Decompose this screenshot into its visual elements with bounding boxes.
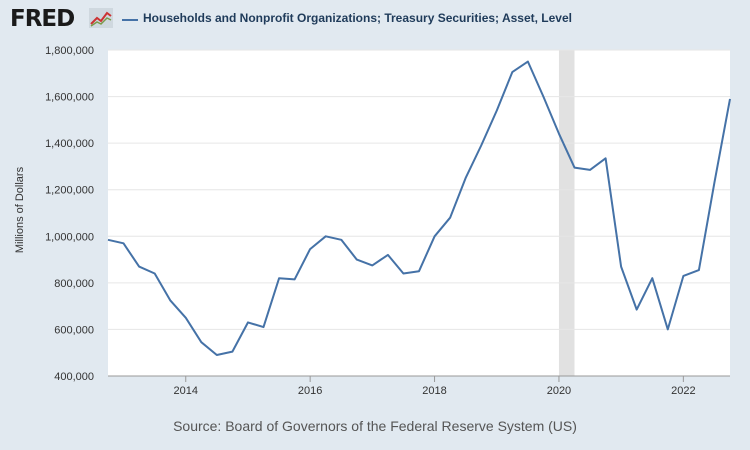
chart-header: FRED Households and Nonprofit Organizati… (0, 0, 750, 40)
line-chart-icon (89, 8, 113, 28)
x-tick-label: 2014 (174, 385, 198, 397)
legend-swatch (122, 19, 138, 21)
y-tick-label: 400,000 (54, 371, 94, 383)
series-line (107, 60, 731, 356)
recession-band (558, 50, 575, 376)
plot-area (108, 50, 730, 376)
y-tick-label: 600,000 (54, 324, 94, 336)
x-tick-label: 2022 (671, 385, 695, 397)
fred-logo[interactable]: FRED (10, 6, 75, 32)
y-tick-label: 1,200,000 (45, 185, 94, 197)
x-tick-label: 2016 (298, 385, 322, 397)
y-tick-label: 800,000 (54, 278, 94, 290)
y-tick-label: 1,000,000 (45, 231, 94, 243)
source-note: Source: Board of Governors of the Federa… (173, 418, 577, 434)
y-tick-label: 1,600,000 (45, 92, 94, 104)
y-tick-label: 1,800,000 (45, 45, 94, 57)
y-tick-label: 1,400,000 (45, 138, 94, 150)
x-tick-label: 2018 (422, 385, 446, 397)
x-tick-label: 2020 (547, 385, 571, 397)
legend-series-title[interactable]: Households and Nonprofit Organizations; … (143, 11, 572, 25)
